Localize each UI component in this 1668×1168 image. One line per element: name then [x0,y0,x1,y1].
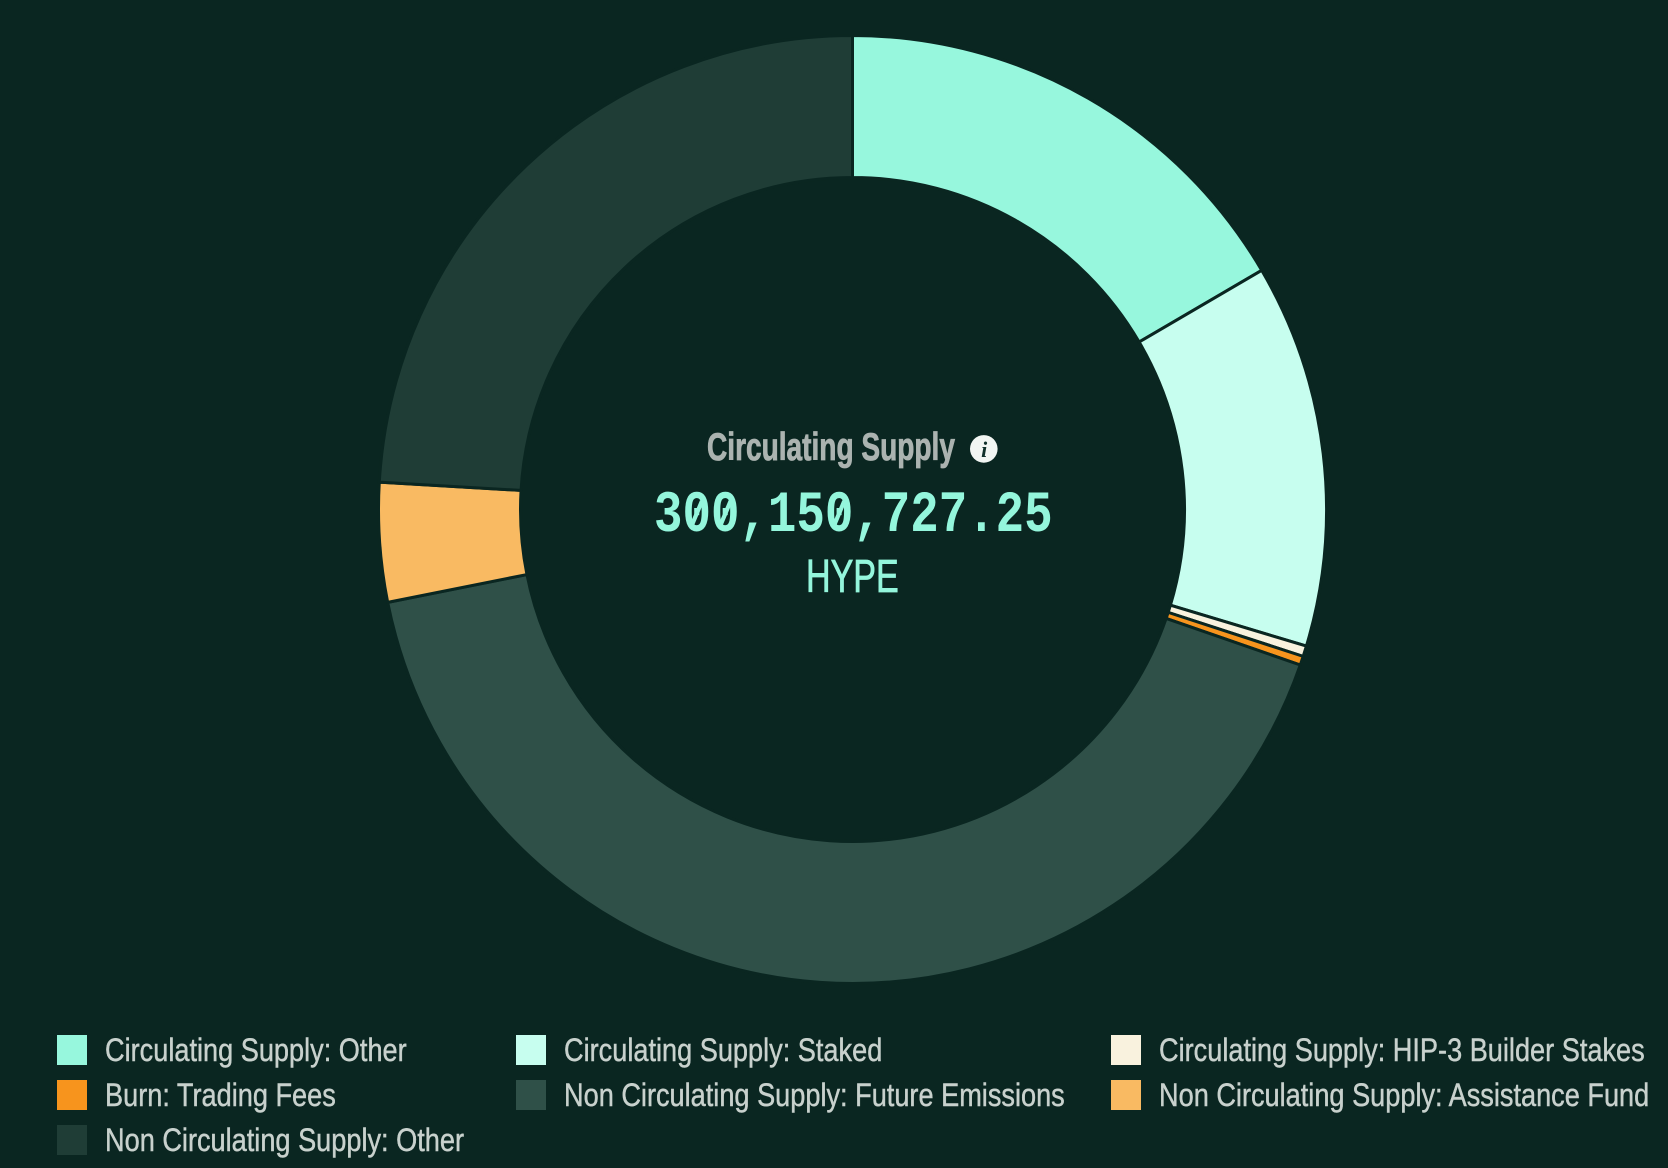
svg-text:i: i [981,437,988,462]
